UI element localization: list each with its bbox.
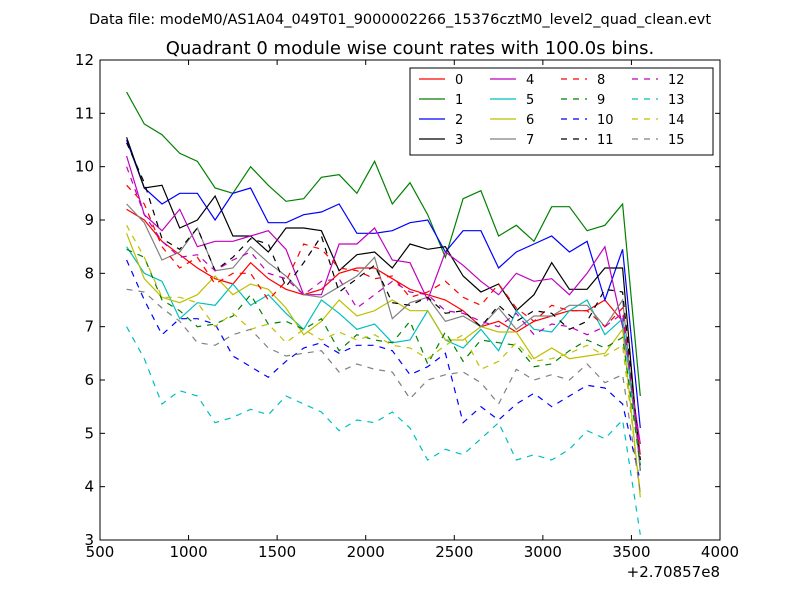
series-line-1 — [126, 91, 641, 397]
legend-label-6: 6 — [526, 113, 534, 128]
legend-label-5: 5 — [526, 93, 534, 108]
legend-label-15: 15 — [668, 133, 685, 148]
y-tick-label: 12 — [75, 51, 94, 69]
series-line-12 — [126, 166, 641, 458]
legend-label-14: 14 — [668, 113, 685, 128]
legend-label-12: 12 — [668, 73, 685, 88]
x-tick-label: 2000 — [347, 543, 385, 561]
series-line-15 — [126, 288, 641, 493]
chart-title: Quadrant 0 module wise count rates with … — [166, 38, 655, 59]
y-tick-label: 11 — [75, 104, 94, 122]
x-tick-label: 3500 — [612, 543, 650, 561]
series-line-14 — [126, 225, 641, 493]
x-tick-label: 3000 — [524, 543, 562, 561]
series-line-5 — [126, 246, 641, 466]
legend-label-8: 8 — [597, 73, 605, 88]
y-tick-label: 10 — [75, 158, 94, 176]
y-tick-label: 3 — [84, 531, 94, 549]
legend-box — [409, 67, 714, 156]
series-line-8 — [126, 184, 641, 461]
plot-frame — [99, 59, 721, 541]
series-line-11 — [126, 142, 641, 461]
series-line-3 — [126, 137, 641, 471]
legend-label-11: 11 — [597, 133, 614, 148]
series-line-4 — [126, 155, 641, 445]
x-tick-label: 2500 — [435, 543, 473, 561]
y-tick-label: 5 — [84, 424, 94, 442]
legend-label-0: 0 — [455, 73, 463, 88]
y-tick-label: 9 — [84, 211, 94, 229]
x-offset-label: +2.70857e8 — [627, 563, 720, 581]
x-tick-label: 500 — [86, 543, 115, 561]
legend-label-10: 10 — [597, 113, 614, 128]
series-line-9 — [126, 248, 641, 466]
x-tick-label: 1000 — [169, 543, 207, 561]
axes-layer: 500 1000 1500 2000 2500 3000 3500 4000345678910… — [75, 51, 739, 561]
legend-label-13: 13 — [668, 93, 685, 108]
x-tick-label: 4000 — [701, 543, 739, 561]
y-tick-label: 6 — [84, 371, 94, 389]
legend-label-9: 9 — [597, 93, 605, 108]
legend-label-7: 7 — [526, 133, 534, 148]
series-line-13 — [126, 326, 641, 535]
series-line-0 — [126, 208, 641, 455]
series-line-10 — [126, 259, 641, 482]
y-tick-label: 4 — [84, 478, 94, 496]
series-line-2 — [126, 139, 641, 429]
legend-label-1: 1 — [455, 93, 463, 108]
series-layer — [126, 91, 641, 535]
legend-label-4: 4 — [526, 73, 534, 88]
legend-label-2: 2 — [455, 113, 463, 128]
legend-label-3: 3 — [455, 133, 463, 148]
series-line-7 — [126, 203, 641, 471]
x-tick-label: 1500 — [258, 543, 296, 561]
data-file-caption: Data file: modeM0/AS1A04_049T01_90000022… — [89, 12, 711, 28]
y-tick-label: 8 — [84, 264, 94, 282]
y-tick-label: 7 — [84, 318, 94, 336]
